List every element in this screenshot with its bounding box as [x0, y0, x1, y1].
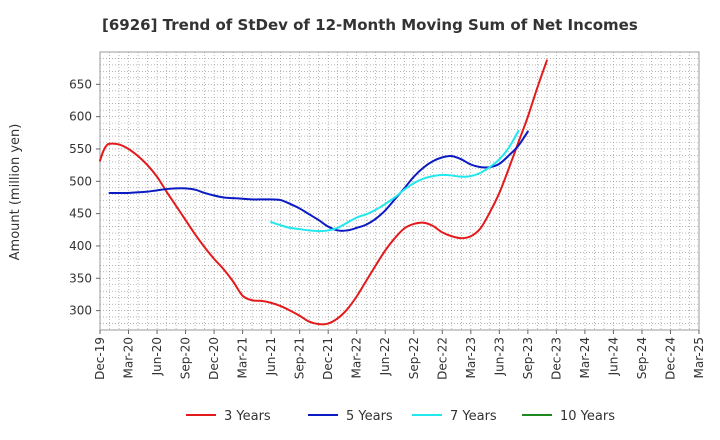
series-line-3-years: [99, 59, 548, 326]
x-tick-label: Sep-23: [521, 337, 535, 379]
y-tick-label: 500: [69, 174, 92, 188]
plot-area: [99, 51, 700, 331]
x-tick-label: Dec-22: [435, 337, 449, 380]
x-tick-label: Mar-24: [578, 337, 592, 378]
chart-title: [6926] Trend of StDev of 12-Month Moving…: [102, 16, 638, 34]
legend-item-10-years: 10 Years: [522, 409, 615, 424]
x-tick-label: Mar-22: [350, 337, 364, 378]
series-group: [99, 59, 548, 326]
y-tick-label: 450: [69, 207, 92, 221]
x-tick-label: Dec-20: [207, 337, 221, 380]
legend-label: 10 Years: [560, 409, 615, 424]
legend-label: 7 Years: [450, 409, 497, 424]
y-tick-label: 550: [69, 142, 92, 156]
x-tick-label: Mar-21: [236, 337, 250, 378]
legend-item-7-years: 7 Years: [412, 409, 497, 424]
x-tick-label: Jun-21: [264, 337, 278, 376]
x-tick-label: Dec-23: [549, 337, 563, 380]
y-axis-label: Amount (million yen): [8, 124, 23, 261]
y-tick-label: 400: [69, 239, 92, 253]
x-tick-label: Dec-24: [663, 337, 677, 380]
legend: 3 Years 5 Years 7 Years 10 Years: [186, 409, 615, 424]
legend-label: 3 Years: [224, 409, 271, 424]
legend-label: 5 Years: [346, 409, 393, 424]
x-tick-label: Mar-23: [464, 337, 478, 378]
x-tick-label: Dec-19: [93, 337, 107, 380]
series-line-7-years: [270, 129, 520, 233]
y-axis-ticks: 300 350 400 450 500 550 600 650: [69, 77, 100, 318]
x-tick-label: Sep-24: [635, 337, 649, 379]
series-line-5-years: [108, 130, 529, 232]
x-tick-label: Sep-21: [293, 337, 307, 379]
y-tick-label: 350: [69, 271, 92, 285]
legend-item-3-years: 3 Years: [186, 409, 271, 424]
y-tick-label: 300: [69, 304, 92, 318]
y-tick-label: 650: [69, 77, 92, 91]
x-tick-label: Jun-23: [492, 337, 506, 376]
legend-item-5-years: 5 Years: [308, 409, 393, 424]
x-tick-label: Dec-21: [321, 337, 335, 380]
x-axis-ticks: Dec-19 Mar-20 Jun-20 Sep-20 Dec-20 Mar-21 Jun-…: [93, 330, 706, 380]
x-tick-label: Jun-20: [150, 337, 164, 376]
x-tick-label: Mar-25: [692, 337, 706, 378]
x-tick-label: Mar-20: [122, 337, 136, 378]
x-tick-label: Sep-20: [179, 337, 193, 379]
grid: [100, 52, 699, 330]
x-tick-label: Sep-22: [407, 337, 421, 379]
x-tick-label: Jun-22: [378, 337, 392, 376]
x-tick-label: Jun-24: [606, 337, 620, 376]
y-tick-label: 600: [69, 110, 92, 124]
